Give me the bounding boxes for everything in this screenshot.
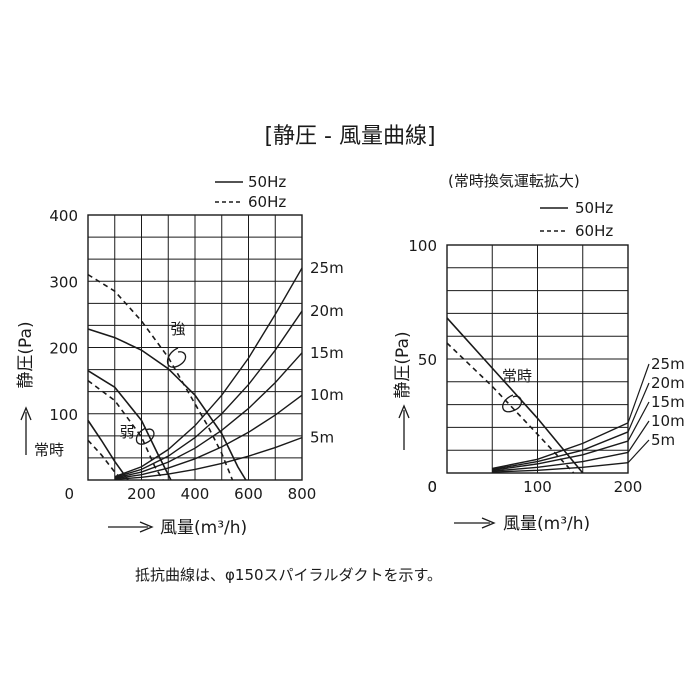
x-tick-label: 0	[64, 485, 74, 503]
annotation-normal: 常時	[502, 367, 532, 385]
chart-title: [静圧 - 風量曲線]	[264, 124, 435, 149]
series-line-solid	[446, 317, 584, 474]
x-tick-label: 0	[427, 478, 437, 496]
annotation-strong: 強	[170, 320, 185, 338]
series-line-dashed	[87, 273, 234, 481]
resistance-curve-label: 5m	[310, 429, 334, 447]
legend-50hz-label: 50Hz	[248, 173, 286, 191]
footnote: 抵抗曲線は、φ150スパイラルダクトを示す。	[135, 566, 442, 584]
resistance-curve-label: 10m	[310, 386, 344, 404]
resistance-label-leader	[627, 401, 650, 442]
series-line-dashed	[87, 439, 124, 481]
series-line-solid	[87, 370, 172, 481]
y-axis-label: 静圧(Pa)	[393, 331, 413, 398]
x-axis-label: 風量(m³/h)	[160, 518, 247, 538]
left-chart-ticks: 0 200 400 600 800 100 200 300 400	[49, 207, 316, 503]
resistance-curve-10m	[114, 394, 303, 480]
x-tick-label: 400	[181, 485, 210, 503]
resistance-label-leader	[627, 382, 650, 433]
resistance-curve-5m	[114, 436, 303, 481]
resistance-label-leader	[627, 439, 650, 464]
legend-60hz-label: 60Hz	[248, 193, 286, 211]
annotation-weak: 弱	[119, 423, 134, 441]
y-tick-label: 100	[49, 406, 78, 424]
left-chart-grid	[87, 214, 303, 481]
x-tick-label: 600	[234, 485, 263, 503]
annotation-strong-loop	[166, 347, 187, 368]
resistance-curve-label: 10m	[651, 412, 685, 430]
y-tick-label: 300	[49, 273, 78, 291]
legend-50hz-label: 50Hz	[575, 199, 613, 217]
x-tick-label: 200	[614, 478, 643, 496]
resistance-curve-25m	[492, 422, 629, 470]
legend-60hz-label: 60Hz	[575, 222, 613, 240]
annotation-normal-loop	[502, 394, 522, 413]
resistance-curve-label: 5m	[651, 431, 675, 449]
y-tick-label: 200	[49, 340, 78, 358]
resistance-label-leader	[627, 420, 650, 453]
x-tick-label: 800	[288, 485, 317, 503]
resistance-curve-label: 25m	[310, 259, 344, 277]
resistance-curve-5m	[492, 462, 629, 473]
resistance-curve-label: 25m	[651, 355, 685, 373]
x-tick-label: 100	[523, 478, 552, 496]
left-chart-resistance-curves: 25m 20m 15m 10m 5m	[114, 259, 344, 481]
y-axis-arrowhead	[398, 404, 410, 419]
series-line-dashed	[87, 379, 164, 481]
y-tick-label: 0	[427, 478, 437, 496]
series-line-dashed	[446, 342, 575, 474]
right-chart-title: (常時換気運転拡大)	[448, 172, 580, 190]
resistance-curve-10m	[492, 451, 629, 472]
x-axis-arrowhead	[139, 521, 154, 533]
resistance-label-leader	[627, 363, 650, 424]
y-axis-arrowhead	[20, 406, 32, 421]
annotation-weak-loop	[135, 427, 155, 445]
resistance-curve-label: 20m	[310, 302, 344, 320]
x-axis-arrowhead	[481, 517, 496, 529]
series-line-solid	[87, 419, 129, 481]
resistance-curve-label: 15m	[651, 393, 685, 411]
annotation-normal: 常時	[34, 441, 64, 459]
y-tick-label: 100	[408, 237, 437, 255]
resistance-curve-15m	[114, 352, 303, 479]
x-tick-label: 200	[127, 485, 156, 503]
resistance-curve-20m	[114, 310, 303, 479]
y-tick-label: 50	[418, 351, 437, 369]
left-chart-series	[87, 273, 247, 481]
right-chart-series	[446, 317, 584, 474]
resistance-curve-label: 20m	[651, 374, 685, 392]
x-axis-label: 風量(m³/h)	[503, 514, 590, 534]
resistance-curve-label: 15m	[310, 344, 344, 362]
right-chart-grid	[446, 244, 629, 474]
resistance-curve-20m	[492, 431, 629, 471]
resistance-curve-25m	[114, 267, 303, 478]
y-tick-label: 400	[49, 207, 78, 225]
y-axis-label: 静圧(Pa)	[16, 321, 36, 388]
